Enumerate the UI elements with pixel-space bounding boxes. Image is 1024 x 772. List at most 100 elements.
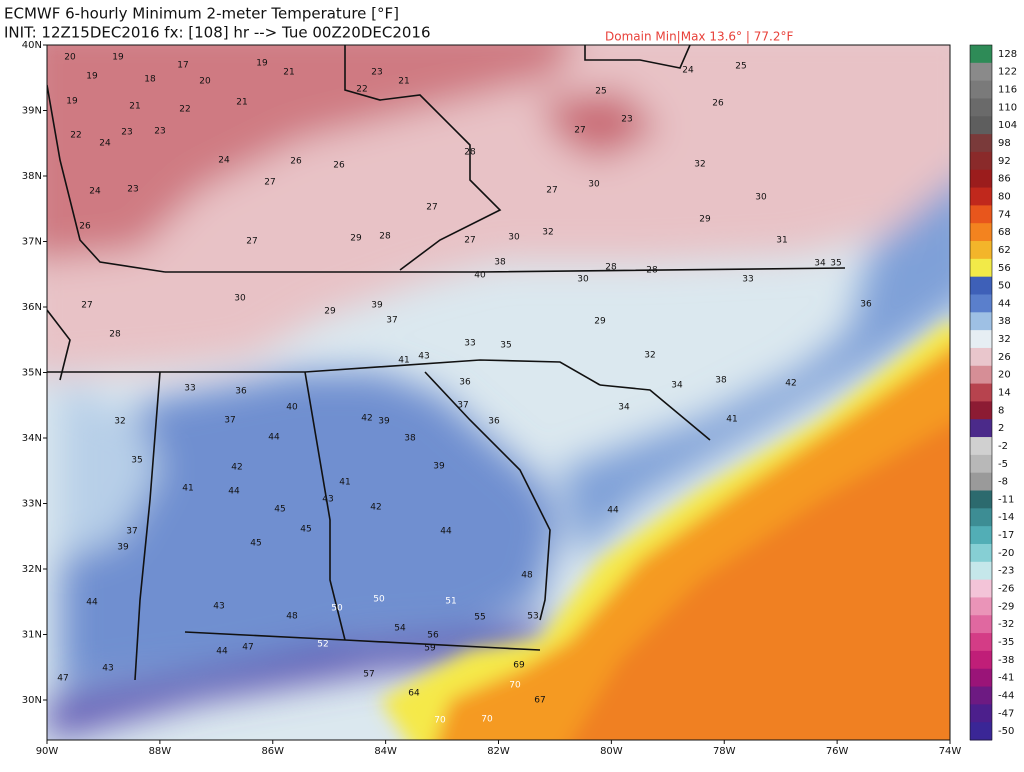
- colorbar-label: 8: [998, 405, 1004, 416]
- init-line: INIT: 12Z15DEC2016 fx: [108] hr --> Tue …: [4, 24, 431, 42]
- station-value: 31: [776, 236, 787, 246]
- station-value: 21: [129, 102, 140, 112]
- colorbar-swatch: [970, 526, 992, 545]
- station-value: 43: [322, 495, 333, 505]
- station-value: 33: [742, 275, 753, 285]
- station-value: 67: [534, 696, 545, 706]
- station-value: 43: [213, 602, 224, 612]
- station-value: 34: [671, 381, 683, 391]
- station-value: 38: [494, 258, 506, 268]
- colorbar-label: -29: [998, 601, 1014, 612]
- station-value: 32: [644, 351, 655, 361]
- map-title: ECMWF 6-hourly Minimum 2-meter Temperatu…: [4, 5, 399, 23]
- station-value: 28: [464, 148, 476, 158]
- colorbar-swatch: [970, 276, 992, 295]
- colorbar-label: 74: [998, 209, 1011, 220]
- colorbar-swatch: [970, 437, 992, 456]
- station-value: 30: [588, 180, 600, 190]
- lat-label: 33N: [22, 499, 42, 510]
- station-value: 39: [378, 417, 390, 427]
- lat-label: 35N: [22, 368, 42, 379]
- station-value: 21: [398, 77, 409, 87]
- colorbar-swatch: [970, 241, 992, 260]
- station-value: 32: [694, 160, 705, 170]
- station-value: 27: [81, 301, 92, 311]
- colorbar-label: 50: [998, 281, 1011, 292]
- lat-label: 38N: [22, 171, 42, 182]
- colorbar-label: -32: [998, 619, 1014, 630]
- station-value: 37: [126, 527, 137, 537]
- station-value: 37: [457, 401, 468, 411]
- colorbar-label: 44: [998, 298, 1011, 309]
- station-value: 24: [218, 156, 230, 166]
- station-value: 26: [79, 222, 91, 232]
- station-value: 53: [527, 612, 538, 622]
- station-value: 50: [331, 604, 343, 614]
- colorbar-swatch: [970, 419, 992, 438]
- station-value: 38: [715, 376, 727, 386]
- colorbar-label: 26: [998, 352, 1011, 363]
- colorbar-label: 80: [998, 191, 1011, 202]
- lat-label: 40N: [22, 40, 42, 51]
- station-value: 56: [427, 631, 439, 641]
- colorbar-label: 32: [998, 334, 1011, 345]
- station-value: 20: [64, 53, 76, 63]
- station-value: 64: [408, 689, 420, 699]
- station-value: 37: [224, 416, 235, 426]
- station-value: 45: [250, 539, 261, 549]
- colorbar-swatch: [970, 312, 992, 331]
- station-value: 35: [500, 341, 511, 351]
- station-value: 30: [234, 294, 246, 304]
- colorbar-label: -35: [998, 637, 1014, 648]
- domain-min-max: Domain Min|Max 13.6° | 77.2°F: [605, 30, 793, 44]
- station-value: 29: [350, 234, 362, 244]
- station-value: 52: [317, 640, 328, 650]
- station-value: 19: [66, 97, 78, 107]
- station-value: 70: [481, 715, 493, 725]
- colorbar-swatch: [970, 205, 992, 224]
- colorbar-label: 56: [998, 263, 1011, 274]
- colorbar-swatch: [970, 508, 992, 527]
- station-value: 30: [577, 275, 589, 285]
- station-value: 20: [199, 77, 211, 87]
- station-value: 39: [433, 462, 445, 472]
- colorbar-frame: [969, 44, 993, 741]
- colorbar-swatch: [970, 62, 992, 82]
- station-value: 44: [86, 598, 98, 608]
- station-value: 22: [70, 131, 81, 141]
- station-value: 55: [474, 613, 485, 623]
- station-value: 41: [398, 356, 409, 366]
- station-value: 41: [182, 484, 193, 494]
- station-value: 43: [418, 352, 429, 362]
- station-value: 33: [464, 339, 475, 349]
- colorbar-label: 20: [998, 370, 1011, 381]
- station-value: 27: [264, 178, 275, 188]
- station-value: 50: [373, 595, 385, 605]
- colorbar-label: -44: [998, 690, 1014, 701]
- station-value: 27: [546, 186, 557, 196]
- lon-label: 84W: [374, 746, 397, 757]
- station-value: 44: [607, 506, 619, 516]
- colorbar-label: -20: [998, 548, 1014, 559]
- station-value: 44: [228, 487, 240, 497]
- colorbar-swatch: [970, 383, 992, 402]
- colorbar-swatch: [970, 151, 992, 171]
- station-value: 19: [256, 59, 268, 69]
- station-value: 30: [508, 233, 520, 243]
- colorbar-label: -47: [998, 708, 1014, 719]
- lon-label: 78W: [713, 746, 736, 757]
- station-value: 28: [109, 330, 121, 340]
- station-value: 29: [699, 215, 711, 225]
- station-value: 17: [177, 61, 188, 71]
- station-value: 39: [371, 301, 383, 311]
- station-value: 57: [363, 670, 374, 680]
- colorbar-swatch: [970, 543, 992, 563]
- station-value: 44: [216, 647, 228, 657]
- colorbar-label: 110: [998, 102, 1017, 113]
- station-value: 59: [424, 644, 436, 654]
- station-value: 38: [404, 434, 416, 444]
- station-value: 35: [131, 456, 142, 466]
- colorbar-label: 2: [998, 423, 1004, 434]
- colorbar-swatch: [970, 686, 992, 705]
